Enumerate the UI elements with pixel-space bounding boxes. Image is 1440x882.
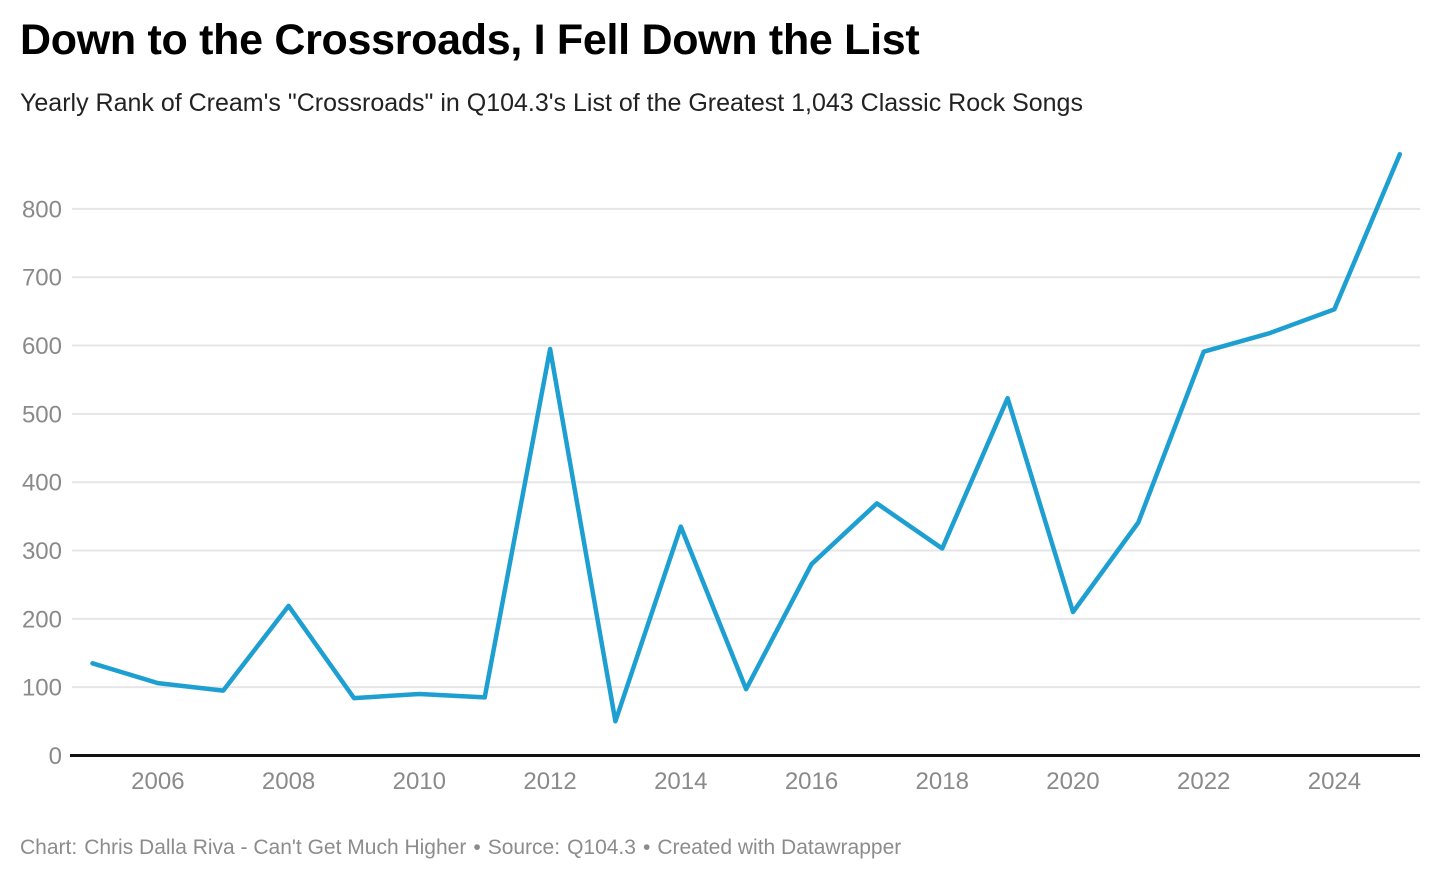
chart-footer: Chart: Chris Dalla Riva - Can't Get Much… [20, 836, 901, 860]
x-tick-label: 2016 [785, 768, 838, 795]
y-tick-label: 300 [22, 538, 62, 565]
x-tick-label: 2018 [916, 768, 969, 795]
x-tick-label: 2024 [1308, 768, 1361, 795]
y-tick-label: 500 [22, 401, 62, 428]
x-tick-label: 2020 [1046, 768, 1099, 795]
footer-separator: • [473, 836, 481, 859]
y-tick-label: 700 [22, 265, 62, 292]
x-tick-label: 2006 [131, 768, 184, 795]
footer-chart-label: Chart: [20, 836, 78, 859]
footer-chart-credit[interactable]: Chris Dalla Riva - Can't Get Much Higher [84, 836, 467, 859]
x-tick-label: 2010 [393, 768, 446, 795]
x-tick-label: 2022 [1177, 768, 1230, 795]
data-line-series[interactable] [90, 151, 1403, 724]
y-tick-label: 600 [22, 333, 62, 360]
y-tick-label: 100 [22, 675, 62, 702]
chart-title: Down to the Crossroads, I Fell Down the … [20, 16, 920, 64]
footer-created-with-link[interactable]: Created with Datawrapper [657, 836, 902, 859]
footer-separator: • [642, 836, 651, 859]
x-tick-label: 2014 [654, 768, 707, 795]
y-tick-label: 200 [22, 606, 62, 633]
y-tick-label: 0 [49, 743, 62, 770]
y-tick-label: 400 [22, 470, 62, 497]
x-tick-label: 2012 [523, 768, 576, 795]
x-tick-label: 2008 [262, 768, 315, 795]
footer-source-value[interactable]: Q104.3 [567, 836, 636, 859]
footer-source-label: Source: [487, 836, 561, 859]
y-tick-label: 800 [22, 196, 62, 223]
chart-subtitle: Yearly Rank of Cream's "Crossroads" in Q… [20, 89, 1083, 117]
